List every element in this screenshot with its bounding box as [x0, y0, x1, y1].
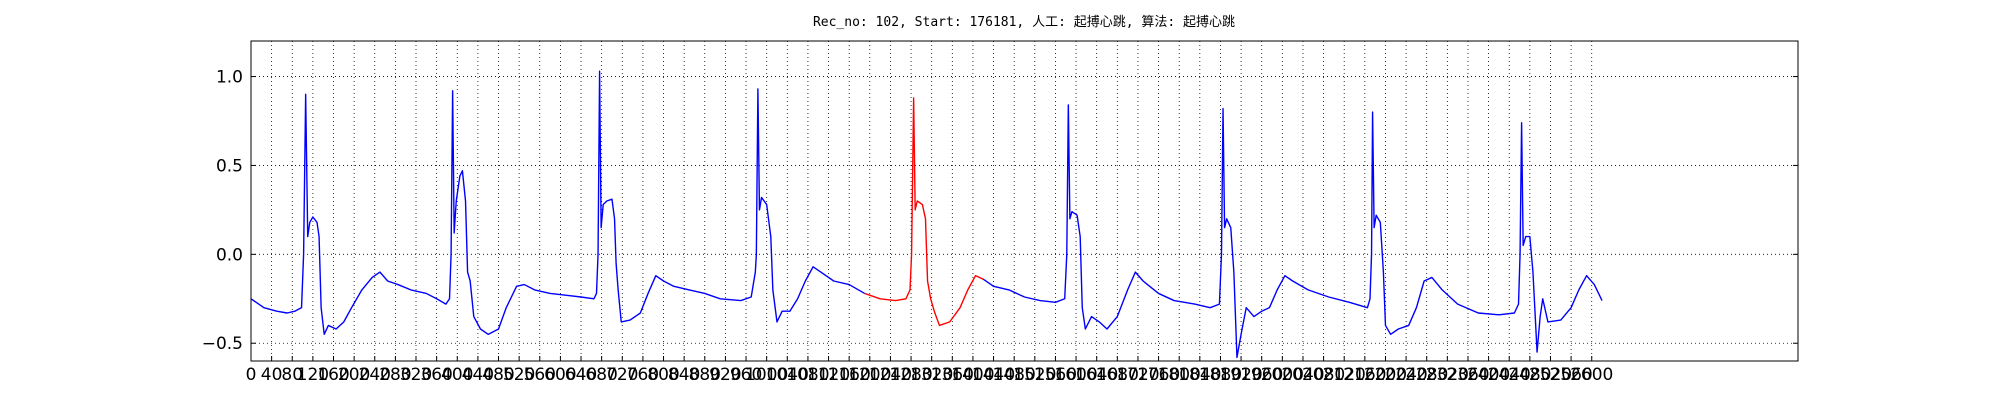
x-tick-label: 1400 — [951, 365, 994, 385]
x-tick-label: 1040 — [766, 365, 809, 385]
x-tick-label: 2480 — [1508, 365, 1551, 385]
x-tick-label: 1880 — [1199, 365, 1242, 385]
x-tick-label: 2120 — [1323, 365, 1366, 385]
ecg-line — [250, 70, 865, 336]
x-tick-label: 2240 — [1384, 365, 1427, 385]
x-tick-label: 1160 — [828, 365, 871, 385]
x-tick-label: 520 — [503, 365, 535, 385]
x-tick-label: 1760 — [1137, 365, 1180, 385]
x-tick-label: 1680 — [1096, 365, 1139, 385]
x-tick-label: 1200 — [848, 365, 891, 385]
y-tick-label: 0.5 — [216, 156, 243, 176]
x-tick-label: 920 — [709, 365, 741, 385]
x-tick-label: 1000 — [745, 365, 788, 385]
x-tick-label: 440 — [462, 365, 494, 385]
x-tick-label: 1960 — [1240, 365, 1283, 385]
x-tick-label: 1480 — [993, 365, 1036, 385]
x-tick-label: 120 — [297, 365, 329, 385]
x-tick-label: 2560 — [1549, 365, 1592, 385]
x-tick-label: 0 — [246, 365, 257, 385]
ecg-line — [982, 104, 1603, 359]
x-tick-label: 960 — [730, 365, 762, 385]
x-tick-label: 1240 — [869, 365, 912, 385]
x-tick-label: 2600 — [1570, 365, 1613, 385]
x-tick-label: 1360 — [931, 365, 974, 385]
x-tick-label: 1600 — [1054, 365, 1097, 385]
chart-title: Rec_no: 102, Start: 176181, 人工: 起搏心跳, 算法… — [813, 14, 1235, 30]
x-tick-label: 200 — [338, 365, 370, 385]
x-tick-label: 560 — [524, 365, 556, 385]
x-tick-label: 2000 — [1261, 365, 1304, 385]
x-tick-label: 1720 — [1116, 365, 1159, 385]
x-tick-label: 360 — [420, 365, 452, 385]
x-tick-label: 280 — [379, 365, 411, 385]
x-tick-label: 800 — [647, 365, 679, 385]
x-tick-label: 1560 — [1034, 365, 1077, 385]
x-tick-label: 2080 — [1302, 365, 1345, 385]
x-tick-label: 1080 — [786, 365, 829, 385]
x-tick-label: 160 — [317, 365, 349, 385]
x-tick-label: 720 — [606, 365, 638, 385]
x-tick-label: 2320 — [1426, 365, 1469, 385]
x-tick-label: 40 — [261, 365, 283, 385]
x-tick-label: 1320 — [910, 365, 953, 385]
x-tick-label: 240 — [359, 365, 391, 385]
x-tick-label: 2160 — [1343, 365, 1386, 385]
x-tick-label: 80 — [281, 365, 303, 385]
x-tick-label: 2040 — [1281, 365, 1324, 385]
x-tick-label: 2520 — [1529, 365, 1572, 385]
x-tick-label: 1440 — [972, 365, 1015, 385]
x-tick-label: 840 — [668, 365, 700, 385]
x-tick-label: 1640 — [1075, 365, 1118, 385]
x-tick-label: 1800 — [1158, 365, 1201, 385]
x-tick-label: 2400 — [1467, 365, 1510, 385]
x-tick-label: 480 — [482, 365, 514, 385]
y-tick-label: 1.0 — [216, 68, 243, 88]
y-tick-label: −0.5 — [202, 334, 243, 354]
x-tick-label: 1280 — [889, 365, 932, 385]
x-tick-label: 2200 — [1364, 365, 1407, 385]
x-tick-label: 1840 — [1178, 365, 1221, 385]
x-tick-label: 760 — [627, 365, 659, 385]
plot-frame — [250, 40, 1799, 362]
x-tick-label: 320 — [400, 365, 432, 385]
x-tick-label: 2280 — [1405, 365, 1448, 385]
x-tick-label: 1920 — [1219, 365, 1262, 385]
y-tick-label: 0.0 — [216, 245, 243, 265]
x-tick-label: 2360 — [1446, 365, 1489, 385]
x-tick-label: 1120 — [807, 365, 850, 385]
x-tick-label: 400 — [441, 365, 473, 385]
x-tick-label: 600 — [544, 365, 576, 385]
x-tick-label: 2440 — [1488, 365, 1531, 385]
x-tick-label: 880 — [689, 365, 721, 385]
x-tick-label: 1520 — [1013, 365, 1056, 385]
x-tick-label: 640 — [565, 365, 597, 385]
x-tick-label: 680 — [585, 365, 617, 385]
ecg-line — [864, 97, 984, 327]
